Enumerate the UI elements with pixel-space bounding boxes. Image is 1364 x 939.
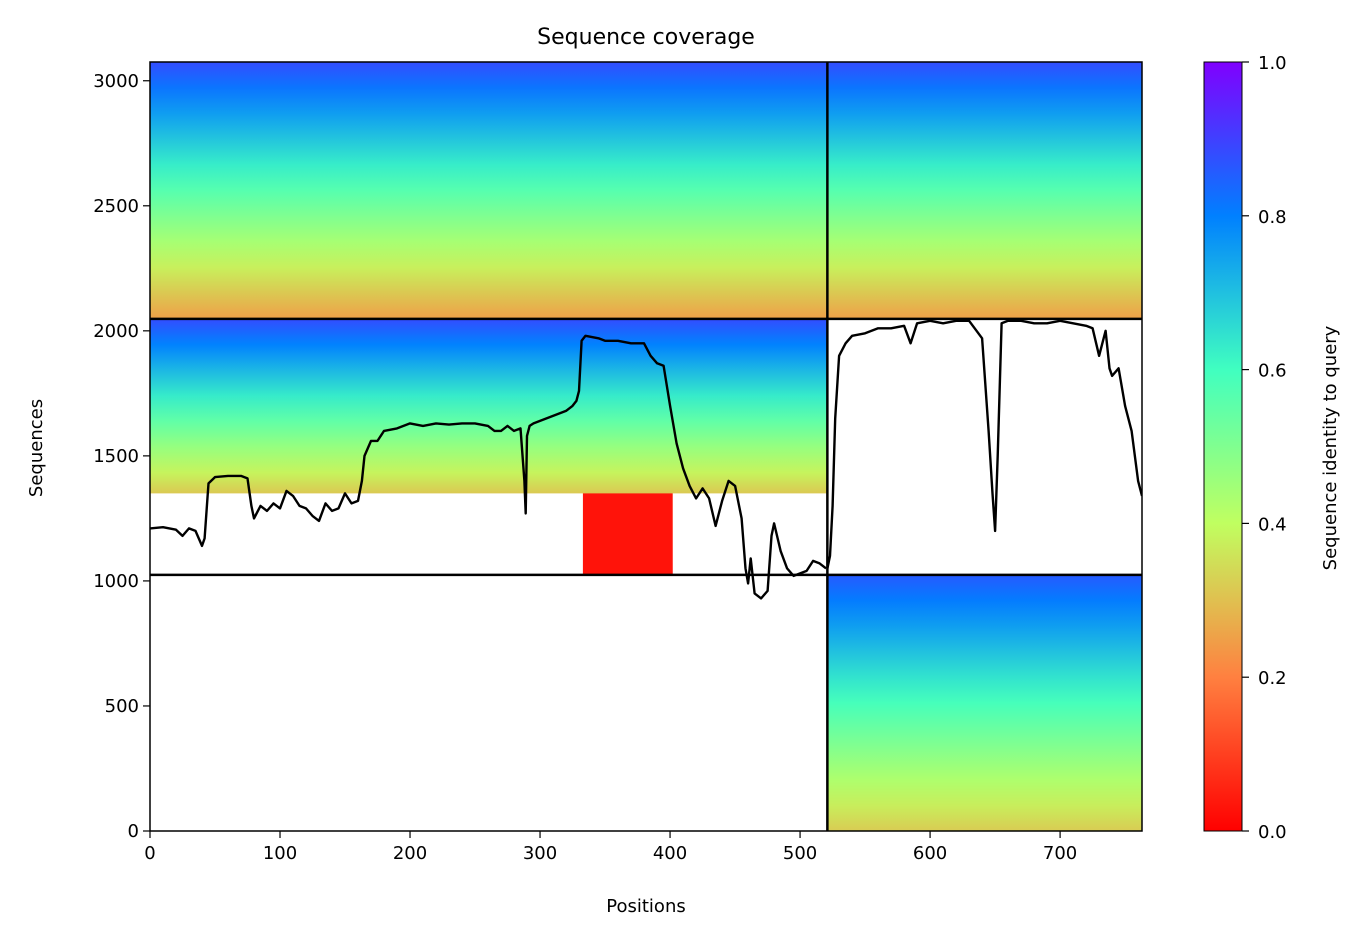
colorbar xyxy=(1203,61,1243,832)
x-tick-label: 400 xyxy=(653,843,687,864)
x-tick-label: 200 xyxy=(393,843,427,864)
x-tick-label: 700 xyxy=(1043,843,1077,864)
colorbar-ticks: 0.0 0.2 0.4 0.6 0.8 1.0 xyxy=(1242,53,1287,843)
plot-area xyxy=(150,62,1142,831)
colorbar-label: Sequence identity to query xyxy=(1320,325,1341,570)
coverage-line-chain2 xyxy=(826,319,1142,569)
y-axis-ticks: 0 500 1000 1500 2000 2500 3000 xyxy=(93,71,150,842)
chart-title: Sequence coverage xyxy=(537,25,755,50)
coverage-lines xyxy=(150,319,1142,600)
colorbar-tick-label: 0.2 xyxy=(1258,668,1287,689)
colorbar-tick-label: 1.0 xyxy=(1258,53,1287,74)
colorbar-tick-label: 0.8 xyxy=(1258,207,1287,228)
coverage-block-chain2-unpaired xyxy=(827,574,1142,831)
x-axis-ticks: 0 100 200 300 400 500 600 700 xyxy=(144,831,1077,864)
y-axis-label: Sequences xyxy=(26,399,47,497)
x-tick-label: 600 xyxy=(913,843,947,864)
y-tick-label: 3000 xyxy=(93,71,139,92)
y-tick-label: 0 xyxy=(128,821,139,842)
chain-dividers xyxy=(150,62,1142,831)
coverage-blocks xyxy=(150,62,1142,831)
y-tick-label: 1000 xyxy=(93,571,139,592)
x-tick-label: 500 xyxy=(783,843,817,864)
low-identity-block xyxy=(582,493,673,575)
colorbar-tick-label: 0.6 xyxy=(1258,361,1287,382)
coverage-block-chain2-paired xyxy=(827,62,1142,319)
coverage-block-chain1-paired xyxy=(150,62,828,319)
y-tick-label: 2000 xyxy=(93,321,139,342)
uncovered-region-left xyxy=(150,493,583,575)
x-tick-label: 300 xyxy=(523,843,557,864)
chain2-empty-region xyxy=(827,318,1142,575)
x-axis-label: Positions xyxy=(606,896,685,917)
y-tick-label: 2500 xyxy=(93,196,139,217)
colorbar-tick-label: 0.0 xyxy=(1258,822,1287,843)
plot-frame xyxy=(149,61,1143,832)
y-tick-label: 1500 xyxy=(93,446,139,467)
x-tick-label: 0 xyxy=(144,843,155,864)
coverage-line-chain1 xyxy=(150,334,827,600)
y-tick-label: 500 xyxy=(105,696,139,717)
x-tick-label: 100 xyxy=(263,843,297,864)
colorbar-tick-label: 0.4 xyxy=(1258,514,1287,535)
